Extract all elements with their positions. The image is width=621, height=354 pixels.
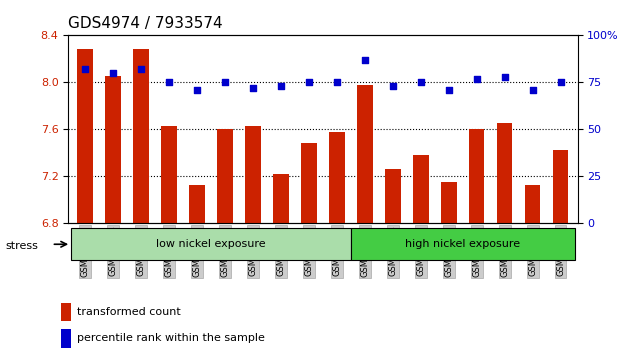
Text: GSM992694: GSM992694 <box>109 226 117 276</box>
Bar <box>245 126 261 223</box>
Text: GSM992700: GSM992700 <box>276 226 286 276</box>
Text: GSM992698: GSM992698 <box>220 226 230 276</box>
Text: GSM992707: GSM992707 <box>473 226 481 276</box>
Text: GSM992695: GSM992695 <box>137 226 145 276</box>
Bar <box>161 126 177 223</box>
Text: stress: stress <box>5 241 38 251</box>
Point <box>164 79 174 85</box>
Text: GSM992697: GSM992697 <box>193 226 201 276</box>
Bar <box>351 228 574 260</box>
Point <box>108 70 118 76</box>
Bar <box>553 150 568 223</box>
Text: GSM992702: GSM992702 <box>332 226 342 276</box>
Text: GSM992708: GSM992708 <box>501 226 509 276</box>
Text: GSM992710: GSM992710 <box>556 226 565 276</box>
Point <box>192 87 202 93</box>
Point <box>528 87 538 93</box>
Text: GSM992704: GSM992704 <box>388 226 397 276</box>
Bar <box>134 50 149 223</box>
Bar <box>441 182 456 223</box>
Bar <box>497 123 512 223</box>
Bar <box>217 129 233 223</box>
Bar <box>469 129 484 223</box>
Text: GSM992709: GSM992709 <box>528 226 537 276</box>
Bar <box>71 228 351 260</box>
Point <box>360 57 370 63</box>
Bar <box>106 76 120 223</box>
Text: GSM992706: GSM992706 <box>445 226 453 276</box>
Bar <box>385 169 401 223</box>
Point <box>500 74 510 80</box>
Point <box>444 87 454 93</box>
Text: GDS4974 / 7933574: GDS4974 / 7933574 <box>68 16 223 32</box>
Text: low nickel exposure: low nickel exposure <box>156 239 266 249</box>
Text: GSM992696: GSM992696 <box>165 226 173 276</box>
Point <box>304 79 314 85</box>
Text: high nickel exposure: high nickel exposure <box>406 239 520 249</box>
Point <box>276 83 286 89</box>
Bar <box>78 50 93 223</box>
Point <box>248 85 258 91</box>
Bar <box>413 155 428 223</box>
Bar <box>61 303 71 321</box>
Point <box>136 66 146 72</box>
Bar <box>273 174 289 223</box>
Point <box>332 79 342 85</box>
Bar <box>329 132 345 223</box>
Point <box>472 76 482 81</box>
Bar <box>301 143 317 223</box>
Text: GSM992701: GSM992701 <box>304 226 314 276</box>
Point <box>416 79 426 85</box>
Text: GSM992703: GSM992703 <box>360 226 369 276</box>
Bar <box>525 185 540 223</box>
Point <box>80 66 90 72</box>
Bar <box>189 185 205 223</box>
Point <box>388 83 398 89</box>
Text: GSM992699: GSM992699 <box>248 226 258 276</box>
Text: transformed count: transformed count <box>76 307 180 317</box>
Text: percentile rank within the sample: percentile rank within the sample <box>76 333 265 343</box>
Text: GSM992693: GSM992693 <box>81 226 89 276</box>
Point <box>220 79 230 85</box>
Bar <box>357 85 373 223</box>
Text: GSM992705: GSM992705 <box>416 226 425 276</box>
Bar <box>61 329 71 348</box>
Point <box>556 79 566 85</box>
